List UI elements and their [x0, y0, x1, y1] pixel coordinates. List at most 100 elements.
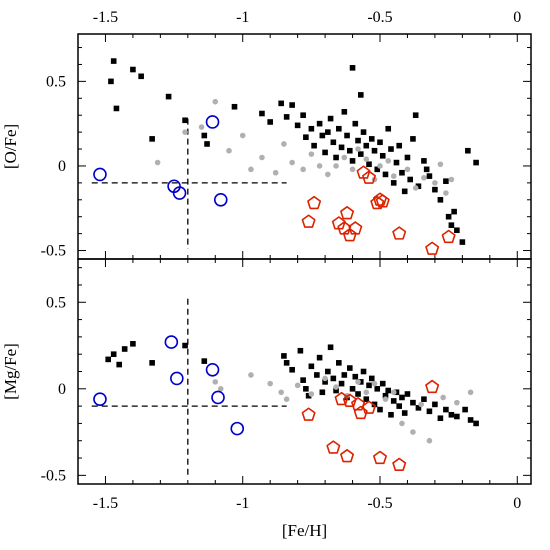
- data-point-dot: [316, 163, 323, 169]
- data-point-pentagon: [353, 405, 368, 420]
- data-point-dot: [267, 380, 273, 387]
- data-point-square: [377, 139, 383, 146]
- data-point-dot: [349, 166, 356, 173]
- data-point-square: [385, 125, 392, 132]
- series-dot: [212, 372, 474, 444]
- data-point-square: [336, 360, 342, 366]
- data-point-dot: [322, 375, 328, 382]
- data-point-dot: [432, 180, 438, 186]
- series-open-pentagon: [301, 165, 456, 255]
- data-point-square: [415, 405, 422, 411]
- plot-root: -0.500.5-1.5 -1 -0.5 0[O/Fe]-0.500.5-1.5 -1-…: [1, 9, 532, 540]
- data-point-square: [333, 154, 339, 161]
- x-tick-label: -0.5: [367, 9, 392, 26]
- data-point-square: [297, 347, 304, 354]
- data-point-square: [349, 65, 356, 71]
- data-point-square: [333, 387, 339, 394]
- y-axis-title: [Mg/Fe]: [1, 343, 20, 400]
- data-point-pentagon: [301, 407, 316, 421]
- data-point-circle: [170, 371, 184, 386]
- series-open-circle: [93, 335, 245, 436]
- data-point-dot: [212, 379, 219, 385]
- plot-frame: [77, 258, 532, 485]
- data-point-square: [311, 142, 317, 149]
- series-open-pentagon: [301, 379, 440, 472]
- data-point-pentagon: [425, 241, 440, 255]
- data-point-square: [404, 154, 411, 161]
- y-tick-label: 0.5: [46, 73, 66, 90]
- data-point-square: [454, 227, 460, 234]
- x-tick-label: 0: [513, 9, 521, 26]
- data-point-square: [390, 398, 397, 404]
- data-point-square: [278, 100, 284, 107]
- data-point-dot: [371, 380, 378, 387]
- data-point-pentagon: [375, 194, 390, 208]
- data-point-square: [355, 391, 361, 397]
- data-point-square: [204, 141, 210, 147]
- series-square: [105, 341, 479, 427]
- data-point-square: [352, 373, 359, 380]
- data-point-square: [283, 114, 290, 120]
- series-open-circle: [93, 115, 228, 207]
- data-point-square: [426, 173, 433, 179]
- data-point-square: [401, 188, 408, 195]
- data-point-square: [327, 344, 334, 351]
- data-point-square: [336, 125, 342, 132]
- data-point-square: [421, 158, 427, 164]
- data-point-square: [325, 129, 331, 135]
- data-point-square: [467, 417, 474, 423]
- data-point-dot: [212, 98, 219, 105]
- data-point-dot: [421, 174, 427, 181]
- data-point-dot: [272, 169, 279, 176]
- x-tick-label: -1: [236, 9, 249, 26]
- data-point-dot: [294, 382, 301, 389]
- data-point-square: [352, 120, 359, 127]
- panel-top: -0.5 0 0.5 -1.5 -1 -0.5 0 [O/Fe]: [1, 9, 532, 260]
- panel-bottom: -0.5 0 0.5 -1.5 -1 -0.5 0 [Mg/Fe] [Fe/H]: [1, 258, 532, 540]
- data-point-square: [374, 386, 381, 392]
- data-point-square: [349, 386, 356, 392]
- data-point-square: [421, 396, 427, 402]
- data-point-square: [294, 122, 301, 129]
- data-point-dot: [154, 159, 161, 166]
- data-point-dot: [467, 389, 474, 396]
- data-point-square: [360, 368, 367, 375]
- data-point-square: [462, 406, 468, 413]
- data-point-square: [473, 159, 479, 166]
- data-point-circle: [230, 421, 245, 436]
- data-point-square: [259, 110, 265, 117]
- data-point-pentagon: [351, 397, 366, 411]
- data-point-square: [407, 176, 413, 183]
- data-point-pentagon: [392, 226, 407, 240]
- data-point-square: [300, 377, 306, 383]
- data-point-dot: [390, 389, 397, 396]
- x-tick-label: -1.5: [93, 495, 118, 512]
- y-tick-label: -0.5: [41, 243, 66, 260]
- data-point-square: [130, 341, 136, 347]
- data-point-square: [443, 178, 449, 184]
- x-tick-label: 0: [513, 495, 521, 512]
- data-point-square: [437, 415, 444, 422]
- data-point-square: [165, 93, 172, 100]
- data-point-square: [300, 112, 306, 119]
- data-point-square: [448, 411, 455, 418]
- data-point-circle: [164, 335, 179, 349]
- data-point-pentagon: [362, 400, 377, 414]
- data-point-dot: [355, 146, 361, 152]
- data-point-pentagon: [362, 170, 377, 184]
- data-point-square: [316, 354, 323, 361]
- data-point-square: [357, 151, 364, 157]
- data-point-square: [347, 365, 353, 371]
- x-tick-label: -1.5: [93, 9, 118, 26]
- data-point-dot: [377, 163, 383, 169]
- data-point-square: [363, 142, 370, 149]
- data-point-square: [390, 180, 397, 186]
- x-tick-label: -1: [236, 495, 249, 512]
- data-point-square: [377, 406, 383, 413]
- data-point-square: [305, 392, 312, 399]
- data-point-dot: [448, 176, 455, 183]
- data-point-circle: [93, 167, 107, 182]
- data-point-square: [443, 406, 449, 413]
- data-point-square: [349, 158, 356, 164]
